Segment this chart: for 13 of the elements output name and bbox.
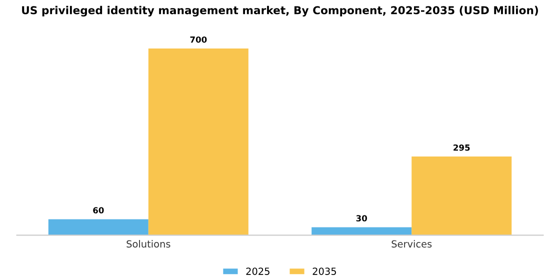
data-label: 295 [454, 144, 470, 151]
data-label: 30 [356, 215, 367, 222]
bar [412, 156, 512, 236]
bar [148, 48, 248, 236]
legend-label: 2035 [312, 268, 336, 275]
bar [48, 219, 148, 236]
chart-title: US privileged identity management market, By Component, 2025-2035 (USD Million) [22, 6, 538, 16]
x-tick-label: Services [392, 240, 432, 248]
legend-label: 2025 [246, 268, 270, 275]
data-label: 700 [190, 36, 207, 43]
x-tick-label: Solutions [126, 240, 170, 248]
bar [312, 227, 412, 236]
data-label: 60 [93, 207, 104, 214]
